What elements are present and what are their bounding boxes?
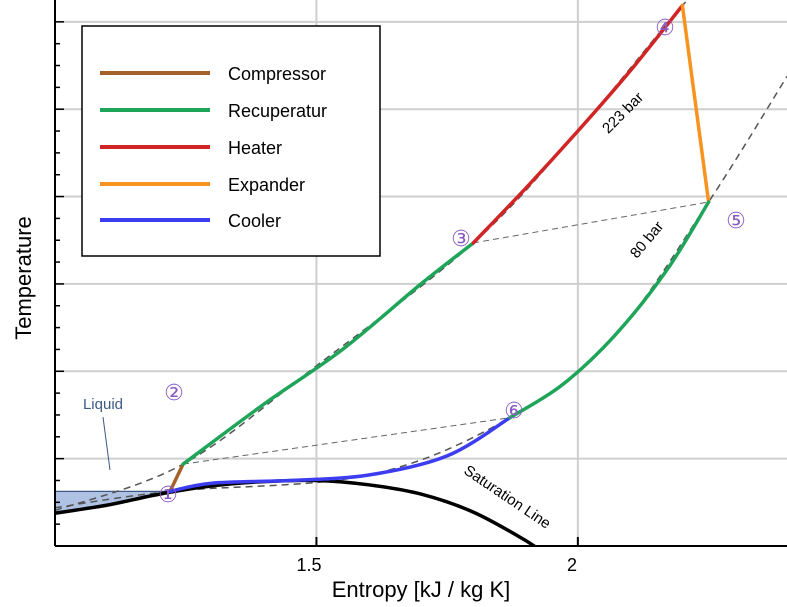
legend-label-recuperatur: Recuperatur — [228, 101, 327, 121]
state-3-label: ③ — [451, 227, 471, 252]
liquid-label: Liquid — [83, 396, 123, 413]
cycle-series — [168, 3, 711, 494]
state-5-label: ⑤ — [726, 209, 746, 234]
series-recuperatur — [508, 200, 711, 420]
y-axis-title: Temperature — [11, 216, 36, 340]
liquid-pointer — [102, 416, 111, 471]
state-6-label: ⑥ — [504, 399, 524, 424]
legend-label-cooler: Cooler — [228, 211, 281, 231]
x-axis-title: Entropy [kJ / kg K] — [332, 577, 511, 602]
legend-box — [81, 25, 381, 257]
series-heater — [471, 3, 685, 245]
x-tick-label: 1.5 — [296, 555, 321, 575]
series-cooler — [168, 415, 512, 494]
state-4-label: ④ — [655, 16, 675, 41]
connectors — [183, 201, 709, 465]
series-compressor — [168, 462, 185, 494]
x-tick-label: 2 — [567, 555, 577, 575]
legend-label-expander: Expander — [228, 175, 305, 195]
legend-label-heater: Heater — [228, 138, 282, 158]
series-expander — [680, 3, 711, 204]
legend: Compressor Recuperatur Heater Expander C… — [81, 25, 381, 257]
ticks — [55, 21, 579, 546]
connector-line — [183, 417, 510, 465]
state-1-label: ① — [158, 483, 178, 508]
series-recuperatur — [181, 241, 476, 466]
state-2-label: ② — [164, 381, 184, 406]
legend-label-compressor: Compressor — [228, 64, 326, 84]
